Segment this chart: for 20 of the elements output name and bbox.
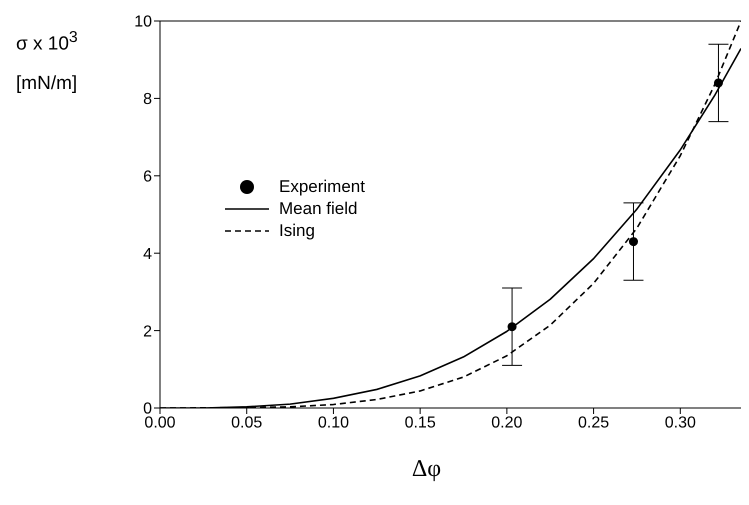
x-tick-label: 0.05	[231, 414, 262, 432]
x-tick-label: 0.20	[491, 414, 523, 432]
text: σ x 10$^{3}$ [mN/m]	[16, 29, 78, 94]
point	[714, 78, 723, 88]
legend-label: Mean field	[279, 199, 358, 219]
legend-label: Ising	[279, 221, 315, 241]
y-tick-label: 8	[143, 91, 152, 108]
x-tick-label: 0.15	[404, 414, 436, 432]
y-tick-label: 6	[143, 168, 152, 186]
x-tick-label: 0.30	[664, 414, 696, 432]
point	[508, 322, 517, 332]
y-tick-label: 10	[134, 14, 152, 31]
x-tick-label: 0.25	[578, 414, 610, 432]
y-tick-label: 2	[143, 323, 152, 340]
x-axis-title: Δφ	[410, 456, 442, 483]
y-tick-label: 4	[143, 246, 152, 263]
x-tick-label: 0.00	[144, 414, 176, 432]
point	[628, 237, 638, 246]
legend-label: Experiment	[279, 177, 365, 197]
x-tick-label: 0.10	[318, 414, 350, 432]
